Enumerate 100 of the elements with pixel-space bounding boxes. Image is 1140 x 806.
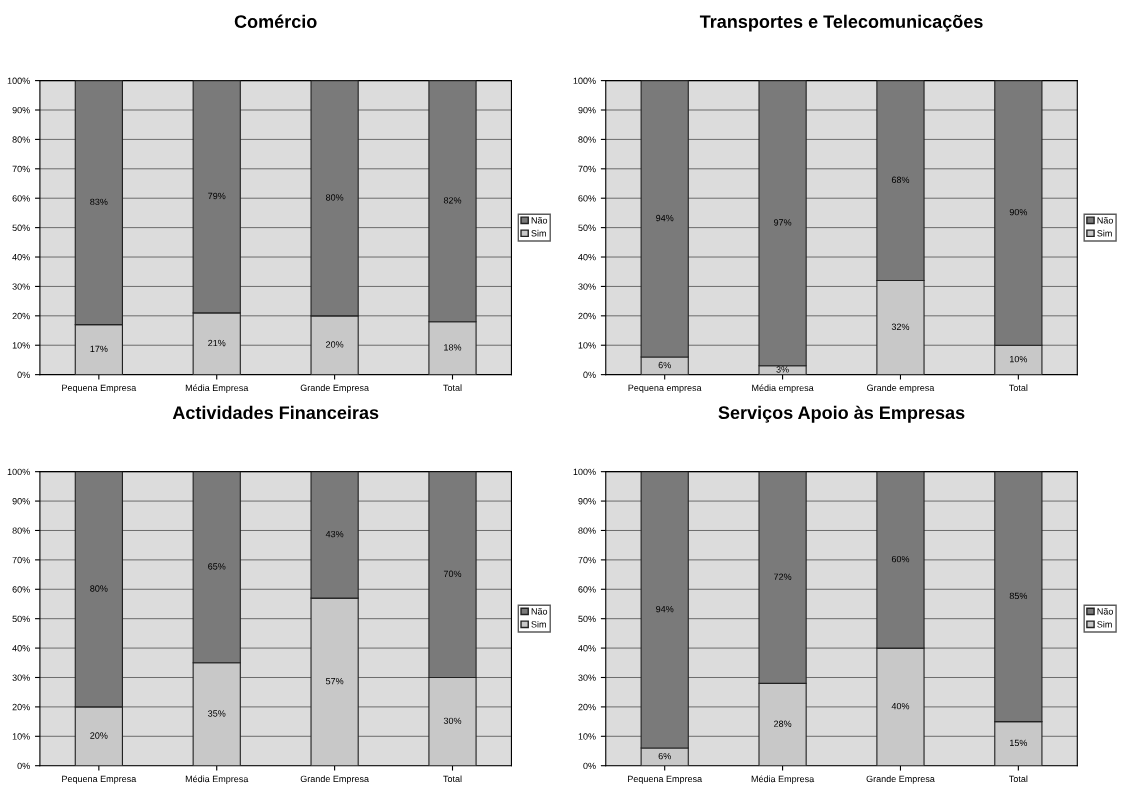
data-label: 17% — [90, 345, 108, 353]
y-tick-label: 50% — [12, 224, 30, 231]
data-label: 32% — [891, 323, 910, 331]
chart-title: Comércio — [234, 14, 317, 28]
x-tick-label: Média empresa — [752, 384, 814, 393]
data-label: 20% — [326, 341, 344, 348]
y-tick-label: 100% — [573, 468, 596, 476]
y-tick-label: 40% — [12, 645, 30, 652]
y-tick-label: 10% — [12, 733, 30, 740]
data-label: 82% — [443, 197, 462, 204]
y-tick-label: 70% — [578, 165, 596, 173]
y-tick-label: 30% — [578, 674, 596, 681]
data-label: 6% — [658, 752, 671, 760]
x-tick-label: Total — [1009, 775, 1028, 783]
y-tick-label: 30% — [12, 283, 30, 290]
y-tick-label: 10% — [12, 342, 30, 349]
y-tick-label: 20% — [12, 703, 30, 711]
y-tick-label: 90% — [578, 498, 596, 505]
data-label: 79% — [208, 192, 226, 200]
x-tick-label: Grande Empresa — [300, 775, 369, 784]
data-label: 80% — [90, 585, 108, 592]
y-tick-label: 80% — [578, 136, 596, 143]
data-label: 97% — [773, 219, 792, 226]
data-label: 18% — [444, 344, 462, 351]
data-label: 65% — [208, 563, 226, 570]
y-tick-label: 60% — [578, 195, 596, 202]
chart-title: Serviços Apoio às Empresas — [718, 405, 965, 423]
data-label: 83% — [90, 198, 108, 206]
data-label: 21% — [208, 339, 226, 347]
y-tick-label: 40% — [578, 253, 596, 261]
data-label: 35% — [208, 710, 226, 717]
y-tick-label: 20% — [578, 703, 596, 711]
y-tick-label: 80% — [12, 136, 30, 143]
y-tick-label: 0% — [17, 762, 30, 770]
y-tick-label: 80% — [12, 527, 30, 534]
y-tick-label: 100% — [7, 77, 30, 84]
y-tick-label: 80% — [578, 527, 596, 534]
data-label: 6% — [658, 361, 671, 369]
y-tick-label: 60% — [578, 586, 596, 593]
x-tick-label: Pequena Empresa — [628, 775, 703, 784]
y-tick-label: 0% — [17, 371, 30, 378]
y-tick-label: 90% — [578, 106, 596, 114]
legend-label: Sim — [531, 620, 546, 628]
x-tick-label: Média Empresa — [751, 775, 815, 784]
y-tick-label: 50% — [578, 224, 596, 231]
y-tick-label: 10% — [578, 733, 596, 740]
data-label: 90% — [1009, 208, 1028, 216]
y-tick-label: 40% — [12, 253, 30, 261]
y-tick-label: 70% — [12, 556, 30, 564]
y-tick-label: 70% — [578, 556, 596, 564]
y-tick-label: 20% — [578, 312, 596, 320]
x-tick-label: Total — [1009, 384, 1028, 391]
data-label: 70% — [443, 570, 462, 577]
data-label: 15% — [1010, 739, 1028, 747]
y-tick-label: 0% — [583, 371, 596, 378]
data-label: 28% — [774, 720, 792, 727]
data-label: 43% — [325, 530, 344, 538]
legend-label: Não — [1097, 217, 1113, 224]
y-tick-label: 90% — [12, 498, 30, 505]
x-tick-label: Pequena Empresa — [62, 384, 137, 393]
data-label: 30% — [443, 717, 462, 725]
data-label: 3% — [776, 366, 789, 373]
data-label: 94% — [656, 214, 674, 222]
legend-label: Não — [531, 217, 548, 224]
y-tick-label: 50% — [12, 615, 30, 623]
data-label: 85% — [1009, 592, 1028, 600]
y-tick-label: 50% — [578, 615, 596, 623]
y-tick-label: 0% — [583, 762, 596, 770]
data-label: 60% — [891, 555, 910, 563]
chart-title: Transportes e Telecomunicações — [699, 14, 983, 32]
y-tick-label: 60% — [12, 195, 30, 202]
legend-label: Sim — [531, 229, 546, 237]
data-label: 80% — [325, 194, 344, 201]
y-tick-label: 70% — [12, 165, 30, 173]
y-tick-label: 40% — [578, 645, 596, 652]
data-label: 40% — [891, 702, 910, 710]
data-label: 57% — [325, 677, 344, 685]
y-tick-label: 30% — [12, 674, 30, 681]
y-tick-label: 20% — [12, 312, 30, 320]
x-tick-label: Grande Empresa — [300, 384, 369, 393]
data-label: 94% — [656, 605, 674, 613]
legend-label: Não — [1097, 608, 1113, 615]
data-label: 68% — [891, 176, 910, 183]
data-label: 10% — [1010, 355, 1028, 363]
chart-title: Actividades Financeiras — [172, 405, 379, 420]
y-tick-label: 60% — [12, 586, 30, 593]
x-tick-label: Pequena empresa — [628, 384, 702, 393]
y-tick-label: 10% — [578, 342, 596, 349]
x-tick-label: Média Empresa — [185, 775, 249, 784]
data-label: 20% — [90, 732, 108, 739]
legend-label: Sim — [1097, 229, 1112, 237]
legend-label: Sim — [1097, 620, 1112, 628]
data-label: 72% — [774, 573, 792, 580]
x-tick-label: Pequena Empresa — [62, 775, 137, 784]
x-tick-label: Total — [443, 384, 462, 391]
x-tick-label: Total — [443, 775, 462, 783]
y-tick-label: 100% — [7, 468, 30, 476]
legend-label: Não — [531, 608, 548, 615]
x-tick-label: Grande empresa — [867, 384, 935, 393]
y-tick-label: 100% — [573, 77, 596, 84]
